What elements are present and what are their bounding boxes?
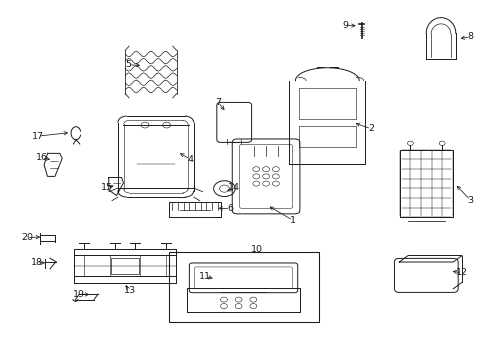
Text: 3: 3 (467, 196, 473, 204)
Text: 5: 5 (125, 60, 131, 69)
Text: 20: 20 (21, 233, 33, 242)
Text: 14: 14 (228, 184, 240, 192)
Bar (111, 258, 139, 274)
Text: 10: 10 (251, 245, 263, 253)
Text: 11: 11 (199, 272, 211, 281)
Text: 6: 6 (227, 204, 233, 213)
Text: 12: 12 (456, 269, 467, 277)
Text: 2: 2 (368, 124, 374, 133)
Bar (169, 252, 318, 322)
Text: 1: 1 (290, 216, 296, 225)
Text: 8: 8 (467, 32, 473, 41)
Text: 15: 15 (101, 183, 113, 192)
Text: 18: 18 (31, 258, 43, 267)
Text: 16: 16 (36, 153, 48, 162)
Text: 7: 7 (215, 98, 221, 107)
Text: 4: 4 (187, 154, 193, 163)
Text: 13: 13 (124, 287, 136, 295)
Text: 17: 17 (32, 132, 44, 140)
Text: 19: 19 (74, 290, 85, 299)
Text: 9: 9 (342, 21, 348, 30)
